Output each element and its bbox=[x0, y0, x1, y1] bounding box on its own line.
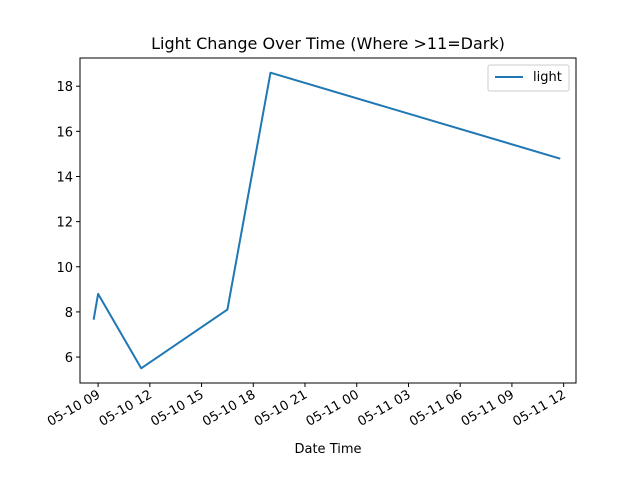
y-axis: 6 8 10 12 14 16 18 bbox=[56, 80, 80, 366]
y-tick-label: 6 bbox=[65, 351, 73, 366]
plot-area bbox=[92, 71, 561, 370]
y-tick-label: 16 bbox=[56, 125, 73, 140]
chart-title: Light Change Over Time (Where >11=Dark) bbox=[151, 34, 505, 53]
y-tick-label: 18 bbox=[56, 80, 73, 95]
legend: light bbox=[487, 64, 570, 92]
y-tick-label: 10 bbox=[56, 261, 73, 276]
x-axis-label: Date Time bbox=[294, 442, 361, 457]
axes-frame bbox=[79, 57, 577, 384]
legend-box bbox=[487, 64, 570, 92]
y-tick-label: 12 bbox=[56, 216, 73, 231]
y-tick-label: 14 bbox=[56, 170, 73, 185]
series-line-light bbox=[92, 71, 561, 370]
legend-label-light: light bbox=[533, 70, 562, 85]
y-tick-label: 8 bbox=[65, 306, 73, 321]
